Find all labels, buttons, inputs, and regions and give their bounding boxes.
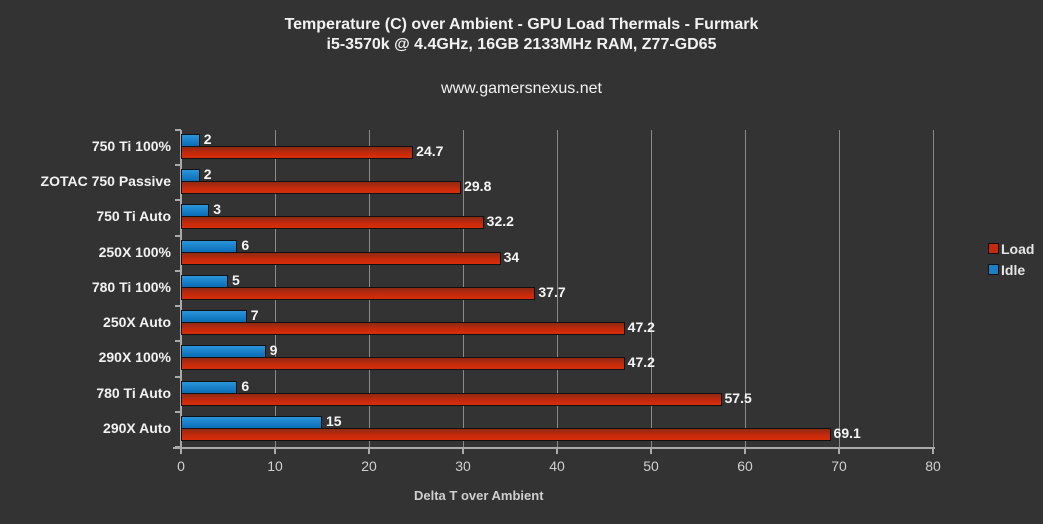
bar-load [181,146,414,159]
category-label: 750 Ti Auto [96,208,171,225]
x-tick-label: 60 [737,458,753,474]
x-tick-label: 40 [549,458,565,474]
y-tick [175,234,181,237]
x-tick [744,447,746,454]
x-tick [180,447,182,454]
x-tick [368,447,370,454]
y-tick [175,305,181,308]
value-label-idle: 2 [203,131,212,147]
value-label-idle: 5 [232,271,240,288]
value-label-idle: 6 [241,236,250,253]
legend-label-idle: Idle [1001,262,1026,278]
category-label: ZOTAC 750 Passive [40,173,171,190]
x-tick [556,447,558,454]
bar-load [181,251,501,265]
x-tick-label: 20 [361,458,377,474]
value-label-idle: 15 [326,412,342,429]
value-label-idle: 6 [241,377,250,394]
y-tick [175,410,181,413]
x-tick [838,447,840,454]
x-tick-label: 30 [455,458,471,474]
plot-area: 2 24.7 2 29.8 3 32.2 6 34 5 37.7 7 47.2 9 47.2 6 57.5 15… [173,129,935,454]
y-tick [175,375,181,378]
legend-item-load: Load [988,241,1034,257]
bar-load [181,216,484,230]
gridline [651,130,652,447]
bar-load [181,322,625,336]
chart-subtitle: i5-3570k @ 4.4GHz, 16GB 2133MHz RAM, Z77… [326,36,717,53]
gridline [933,130,934,447]
value-label-load: 29.8 [464,178,492,195]
category-label: 250X Auto [103,314,171,331]
category-label: 250X 100% [98,243,171,260]
x-tick [274,447,276,454]
legend-item-idle: Idle [988,262,1025,278]
value-label-load: 47.2 [627,354,655,371]
watermark-url: www.gamersnexus.net [441,80,602,97]
x-axis-title: Delta T over Ambient [414,488,544,503]
value-label-idle: 7 [250,307,259,324]
legend-swatch-load [988,243,999,254]
chart-title: Temperature (C) over Ambient - GPU Load … [284,16,759,33]
x-tick-label: 0 [177,458,185,474]
value-label-load: 69.1 [833,424,861,441]
category-label: 780 Ti Auto [96,384,171,401]
value-label-load: 24.7 [416,143,444,159]
x-tick-label: 70 [831,458,847,474]
value-label-load: 34 [503,248,520,265]
gridline [839,130,840,447]
category-label: 290X 100% [98,349,171,366]
bar-load [181,427,831,441]
value-label-load: 47.2 [627,319,655,336]
category-label: 750 Ti 100% [91,138,171,154]
value-label-load: 32.2 [486,213,514,230]
x-tick-label: 50 [643,458,659,474]
legend-swatch-idle [988,264,999,275]
value-label-idle: 9 [269,342,278,359]
bar-load [181,286,536,300]
y-tick [175,340,181,343]
x-axis-line [173,447,935,449]
y-tick [175,269,181,272]
value-label-load: 37.7 [538,283,566,300]
value-label-idle: 2 [203,166,212,183]
bar-load [181,181,462,195]
gridline [557,130,558,447]
y-tick [175,164,181,167]
x-tick-label: 10 [267,458,283,474]
x-tick [462,447,464,454]
value-label-load: 57.5 [724,389,752,406]
legend-label-load: Load [1001,241,1035,257]
y-tick [175,129,181,131]
value-label-idle: 3 [213,201,221,218]
y-tick [175,199,181,202]
gridline [745,130,746,447]
x-tick [650,447,652,454]
bar-load [181,357,625,371]
category-label: 290X Auto [103,419,171,436]
bar-load [181,392,722,406]
x-tick [932,447,934,454]
category-label: 780 Ti 100% [91,278,171,295]
x-tick-label: 80 [925,458,941,474]
